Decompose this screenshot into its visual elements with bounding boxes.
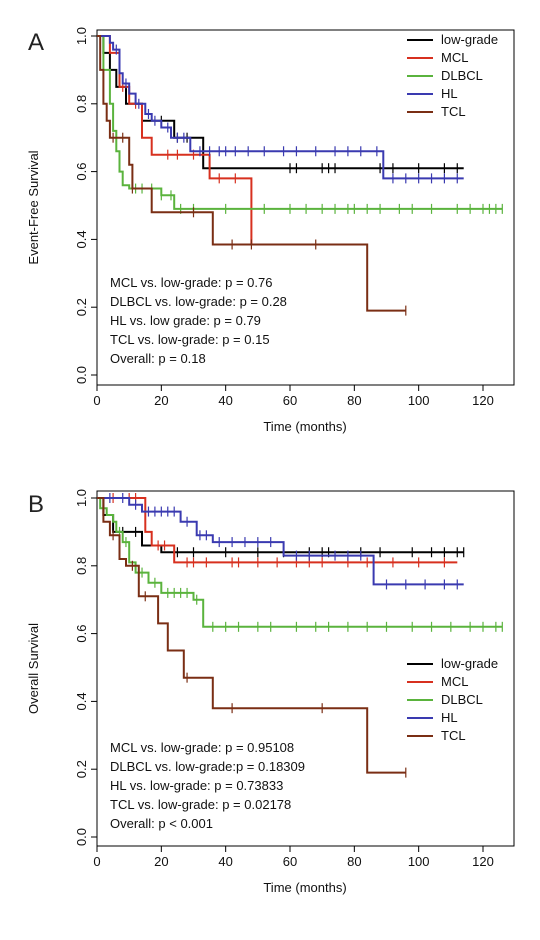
y-tick-label: 0.6 — [74, 163, 89, 181]
panel-letter: B — [28, 491, 44, 518]
legend: low-grade MCL DLBCL HL TCL — [407, 32, 498, 119]
x-tick-label: 80 — [347, 854, 361, 869]
y-tick-label: 0.2 — [74, 760, 89, 778]
x-axis-title: Time (months) — [263, 419, 346, 434]
x-tick-label: 20 — [154, 854, 168, 869]
legend-label: HL — [441, 86, 458, 101]
survival-curve — [97, 35, 464, 180]
plot-frame — [96, 29, 515, 386]
legend: low-grade MCL DLBCL HL TCL — [407, 656, 498, 743]
survival-curve — [97, 497, 464, 586]
x-tick-label: 100 — [408, 854, 430, 869]
y-tick-label: 1.0 — [74, 27, 89, 45]
y-tick-label: 0.4 — [74, 692, 89, 710]
panel-a: A 0 20 40 60 80 100 120 0.0 0.2 0.4 0.6 0.8 1.0 Time (… — [26, 27, 515, 434]
p-value-annotation: MCL vs. low-grade: p = 0.76 — [110, 275, 272, 290]
y-tick-label: 0.0 — [74, 828, 89, 846]
series-dlbcl — [97, 497, 503, 632]
x-tick-label: 40 — [218, 393, 232, 408]
p-value-annotation: DLBCL vs. low-grade: p = 0.28 — [110, 294, 287, 309]
legend-label: TCL — [441, 104, 466, 119]
y-tick-label: 0.8 — [74, 95, 89, 113]
series-hl — [97, 35, 464, 184]
plot-frame — [96, 490, 515, 847]
y-tick-label: 0.4 — [74, 230, 89, 248]
x-tick-label: 0 — [93, 393, 100, 408]
x-tick-label: 120 — [472, 393, 494, 408]
survival-curve — [97, 497, 458, 564]
survival-curve — [97, 35, 406, 312]
y-tick-label: 1.0 — [74, 489, 89, 507]
p-value-annotation: HL vs. low-grade: p = 0.73833 — [110, 778, 283, 793]
legend-label: DLBCL — [441, 692, 483, 707]
panel-b: B 0 20 40 60 80 100 120 0.0 0.2 0.4 0.6 0.8 1.0 Time (… — [26, 489, 515, 895]
y-axis-title: Overall Survival — [26, 623, 41, 714]
x-tick-label: 60 — [283, 854, 297, 869]
x-tick-label: 100 — [408, 393, 430, 408]
y-tick-label: 0.2 — [74, 298, 89, 316]
series-low-grade — [97, 497, 465, 558]
x-axis-title: Time (months) — [263, 880, 346, 895]
p-value-annotation: TCL vs. low-grade: p = 0.15 — [110, 332, 270, 347]
x-tick-label: 40 — [218, 854, 232, 869]
series-tcl — [97, 497, 407, 778]
legend-label: MCL — [441, 674, 468, 689]
legend-label: low-grade — [441, 32, 498, 47]
x-tick-label: 120 — [472, 854, 494, 869]
series-mcl — [97, 493, 458, 568]
y-tick-label: 0.8 — [74, 557, 89, 575]
survival-curve — [97, 497, 406, 774]
p-value-annotation: DLBCL vs. low-grade:p = 0.18309 — [110, 759, 305, 774]
panel-letter: A — [28, 29, 44, 56]
p-value-annotation: TCL vs. low-grade: p = 0.02178 — [110, 797, 291, 812]
y-tick-label: 0.0 — [74, 366, 89, 384]
p-value-annotation: HL vs. low grade: p = 0.79 — [110, 313, 261, 328]
y-tick-label: 0.6 — [74, 625, 89, 643]
legend-label: DLBCL — [441, 68, 483, 83]
legend-label: low-grade — [441, 656, 498, 671]
legend-label: TCL — [441, 728, 466, 743]
survival-curve — [97, 497, 503, 628]
p-value-annotation: Overall: p = 0.18 — [110, 351, 206, 366]
series-tcl — [97, 35, 407, 316]
x-tick-label: 60 — [283, 393, 297, 408]
p-value-annotation: MCL vs. low-grade: p = 0.95108 — [110, 740, 294, 755]
x-tick-label: 80 — [347, 393, 361, 408]
x-tick-label: 20 — [154, 393, 168, 408]
legend-label: HL — [441, 710, 458, 725]
legend-label: MCL — [441, 50, 468, 65]
x-tick-label: 0 — [93, 854, 100, 869]
series-hl — [97, 493, 464, 590]
p-value-annotation: Overall: p < 0.001 — [110, 816, 213, 831]
y-axis-title: Event-Free Survival — [26, 150, 41, 264]
